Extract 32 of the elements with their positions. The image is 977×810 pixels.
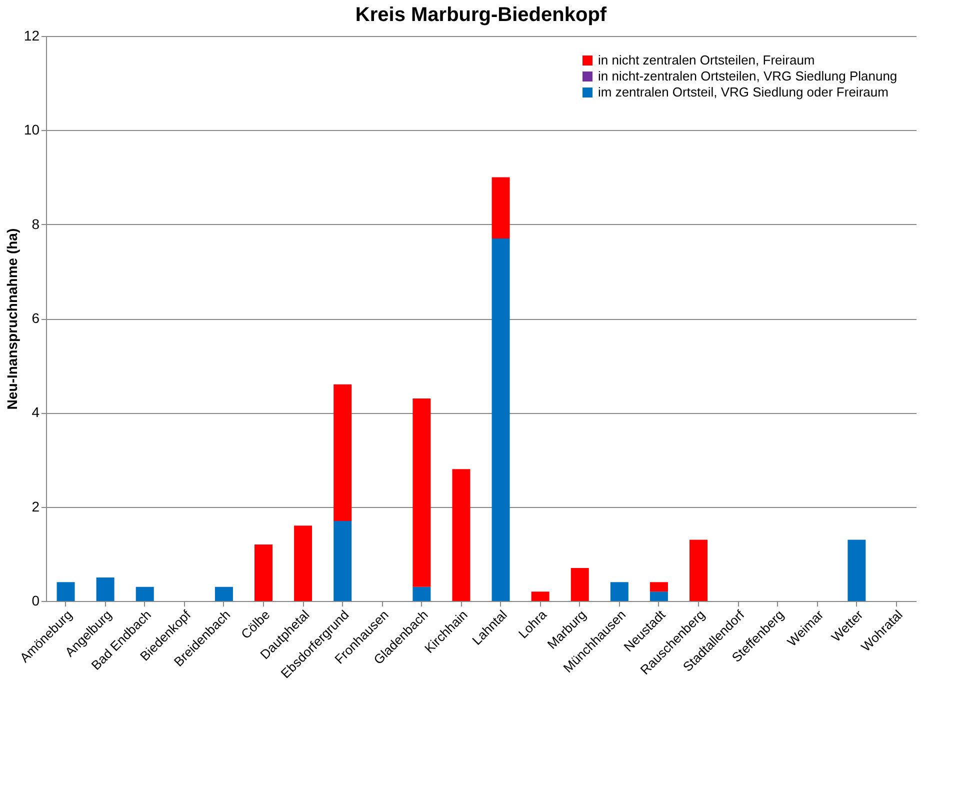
bar bbox=[214, 586, 233, 601]
bar bbox=[334, 520, 352, 601]
bar bbox=[452, 469, 470, 601]
y-tick-label: 0 bbox=[32, 592, 40, 608]
bar bbox=[650, 592, 668, 601]
y-tick-label: 6 bbox=[32, 310, 40, 326]
y-tick-label: 8 bbox=[32, 216, 40, 232]
legend-label: im zentralen Ortsteil, VRG Siedlung oder Freiraum bbox=[598, 84, 888, 100]
bar bbox=[412, 586, 431, 601]
bar bbox=[254, 544, 272, 601]
bar bbox=[56, 582, 75, 601]
bar bbox=[412, 398, 431, 587]
bar bbox=[650, 582, 668, 592]
bar bbox=[492, 238, 510, 601]
bar bbox=[610, 582, 628, 601]
y-tick-label: 12 bbox=[24, 28, 40, 44]
legend-label: in nicht-zentralen Ortsteilen, VRG Siedlung Planung bbox=[598, 68, 898, 84]
legend-label: in nicht zentralen Ortsteilen, Freiraum bbox=[598, 52, 815, 68]
chart-title: Kreis Marburg-Biedenkopf bbox=[355, 4, 607, 26]
bar bbox=[570, 568, 589, 601]
y-tick-label: 4 bbox=[32, 404, 40, 420]
bar bbox=[294, 526, 312, 601]
bar bbox=[531, 592, 550, 601]
bar bbox=[492, 177, 510, 238]
y-axis-title: Neu-Inanspruchnahme (ha) bbox=[4, 228, 20, 410]
y-tick-label: 2 bbox=[32, 498, 40, 514]
bar bbox=[848, 540, 866, 601]
bar bbox=[136, 586, 154, 601]
bar bbox=[334, 384, 352, 521]
bar bbox=[690, 540, 708, 601]
y-tick-label: 10 bbox=[24, 122, 40, 138]
bar bbox=[96, 577, 114, 601]
